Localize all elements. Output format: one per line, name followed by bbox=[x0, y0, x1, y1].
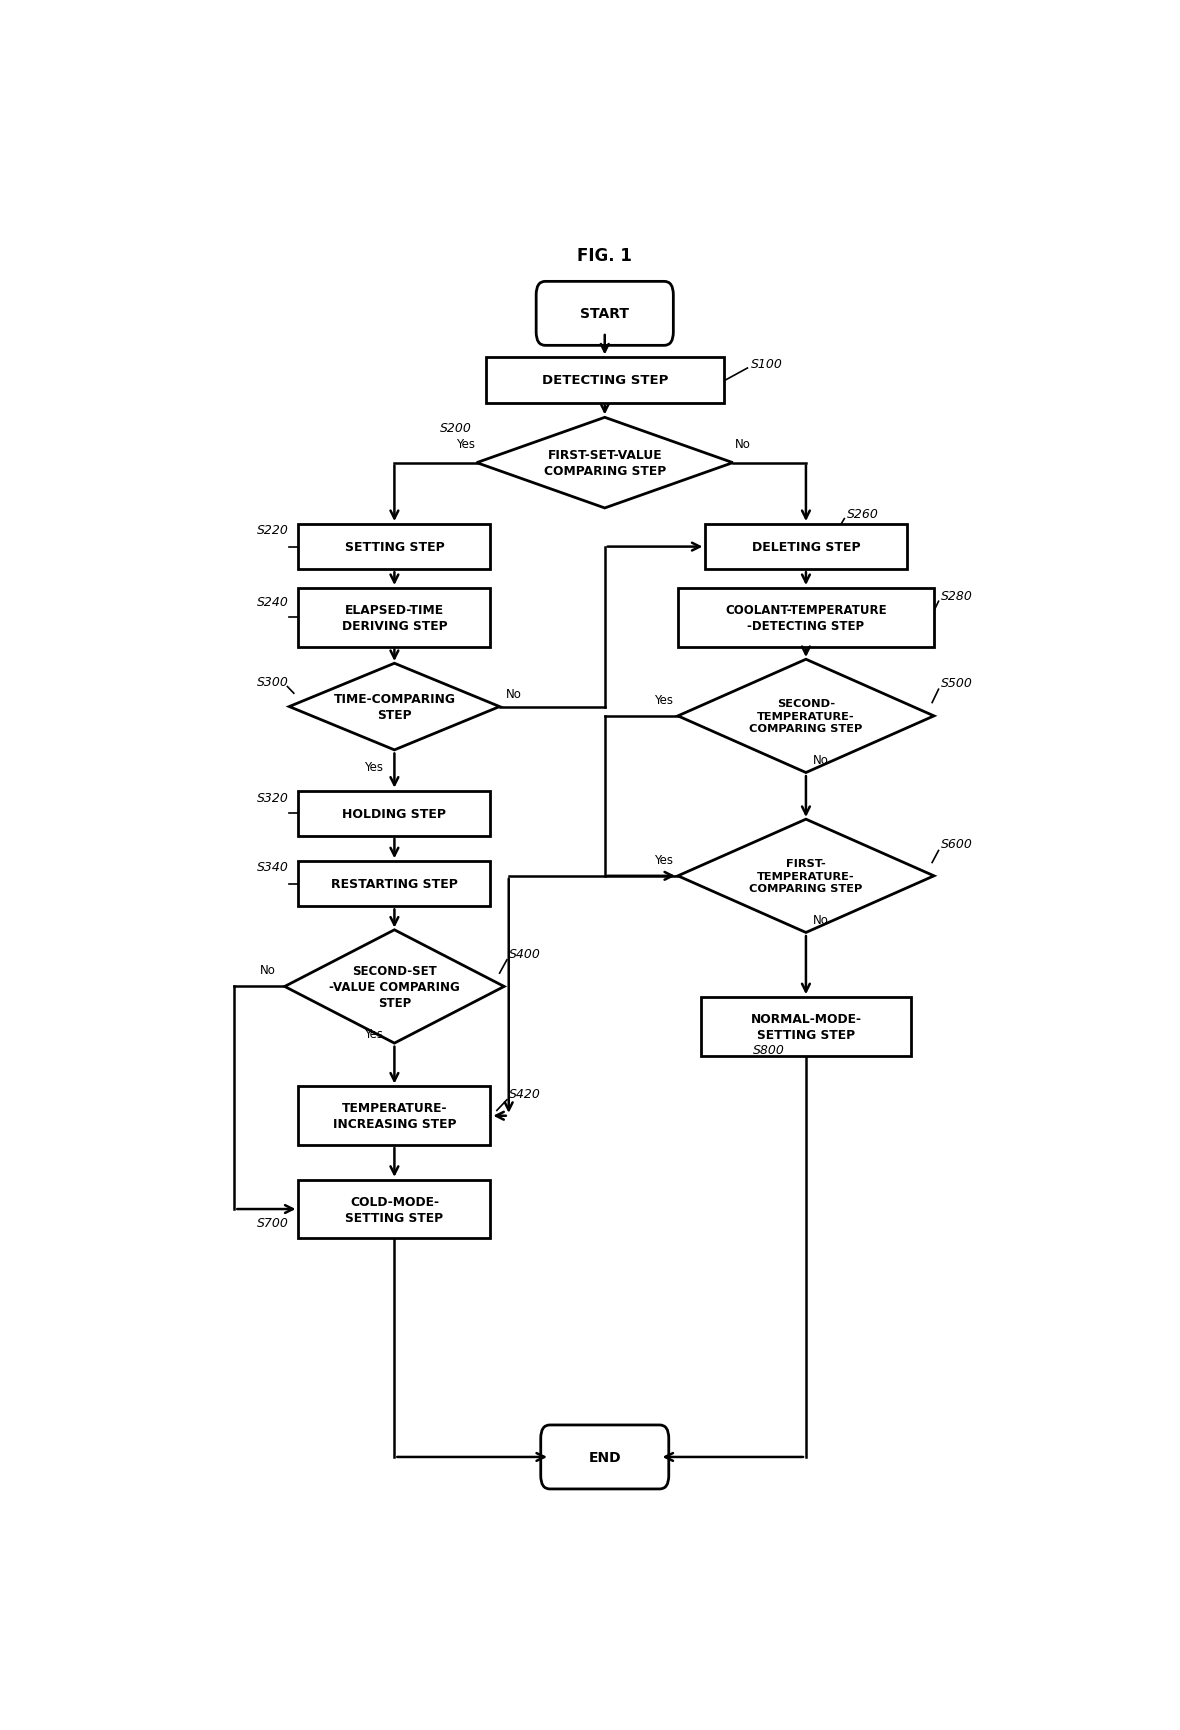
Text: S400: S400 bbox=[509, 946, 540, 960]
Text: FIRST-
TEMPERATURE-
COMPARING STEP: FIRST- TEMPERATURE- COMPARING STEP bbox=[749, 858, 863, 894]
Text: S100: S100 bbox=[752, 358, 784, 372]
Text: Yes: Yes bbox=[365, 1028, 384, 1040]
Text: Yes: Yes bbox=[655, 694, 674, 708]
Text: FIRST-SET-VALUE
COMPARING STEP: FIRST-SET-VALUE COMPARING STEP bbox=[544, 448, 666, 477]
FancyBboxPatch shape bbox=[536, 282, 674, 346]
FancyBboxPatch shape bbox=[486, 358, 723, 403]
Text: TIME-COMPARING
STEP: TIME-COMPARING STEP bbox=[334, 692, 455, 721]
Text: COOLANT-TEMPERATURE
-DETECTING STEP: COOLANT-TEMPERATURE -DETECTING STEP bbox=[726, 604, 886, 633]
Polygon shape bbox=[477, 419, 733, 509]
Text: S800: S800 bbox=[753, 1043, 785, 1055]
FancyBboxPatch shape bbox=[677, 588, 935, 647]
Text: S340: S340 bbox=[257, 860, 289, 874]
Text: SECOND-SET
-VALUE COMPARING
STEP: SECOND-SET -VALUE COMPARING STEP bbox=[329, 964, 460, 1009]
Text: S700: S700 bbox=[257, 1216, 289, 1228]
FancyBboxPatch shape bbox=[299, 862, 491, 907]
Text: DETECTING STEP: DETECTING STEP bbox=[542, 374, 668, 388]
Text: ELAPSED-TIME
DERIVING STEP: ELAPSED-TIME DERIVING STEP bbox=[341, 604, 447, 633]
Text: SETTING STEP: SETTING STEP bbox=[345, 541, 445, 554]
Text: S280: S280 bbox=[942, 590, 974, 604]
FancyBboxPatch shape bbox=[299, 588, 491, 647]
Text: No: No bbox=[813, 913, 830, 927]
FancyBboxPatch shape bbox=[299, 1180, 491, 1239]
Text: S320: S320 bbox=[257, 791, 289, 804]
FancyBboxPatch shape bbox=[299, 1086, 491, 1145]
Text: No: No bbox=[813, 754, 830, 766]
Text: TEMPERATURE-
INCREASING STEP: TEMPERATURE- INCREASING STEP bbox=[333, 1102, 457, 1131]
Text: HOLDING STEP: HOLDING STEP bbox=[342, 808, 446, 820]
Polygon shape bbox=[289, 664, 499, 751]
FancyBboxPatch shape bbox=[540, 1426, 669, 1490]
Text: S220: S220 bbox=[257, 524, 289, 536]
Text: DELETING STEP: DELETING STEP bbox=[752, 541, 860, 554]
Text: Yes: Yes bbox=[455, 438, 474, 452]
Text: FIG. 1: FIG. 1 bbox=[577, 247, 632, 265]
Polygon shape bbox=[284, 931, 504, 1043]
Text: COLD-MODE-
SETTING STEP: COLD-MODE- SETTING STEP bbox=[346, 1195, 444, 1223]
Text: START: START bbox=[581, 308, 629, 322]
Text: No: No bbox=[260, 964, 275, 976]
Text: S500: S500 bbox=[942, 676, 974, 690]
Text: S420: S420 bbox=[509, 1086, 540, 1100]
FancyBboxPatch shape bbox=[706, 524, 906, 569]
Text: S200: S200 bbox=[440, 422, 472, 436]
Text: S600: S600 bbox=[942, 837, 974, 851]
Text: SECOND-
TEMPERATURE-
COMPARING STEP: SECOND- TEMPERATURE- COMPARING STEP bbox=[749, 699, 863, 734]
Polygon shape bbox=[677, 820, 935, 932]
Text: No: No bbox=[735, 438, 750, 452]
Text: Yes: Yes bbox=[365, 761, 384, 773]
Text: S300: S300 bbox=[257, 675, 289, 689]
Text: S260: S260 bbox=[847, 507, 879, 521]
Text: S240: S240 bbox=[257, 595, 289, 609]
Text: Yes: Yes bbox=[655, 855, 674, 867]
Polygon shape bbox=[677, 659, 935, 773]
Text: RESTARTING STEP: RESTARTING STEP bbox=[330, 877, 458, 891]
FancyBboxPatch shape bbox=[299, 791, 491, 836]
FancyBboxPatch shape bbox=[701, 998, 911, 1055]
Text: END: END bbox=[589, 1450, 621, 1464]
FancyBboxPatch shape bbox=[299, 524, 491, 569]
Text: No: No bbox=[506, 687, 522, 701]
Text: NORMAL-MODE-
SETTING STEP: NORMAL-MODE- SETTING STEP bbox=[750, 1012, 861, 1041]
